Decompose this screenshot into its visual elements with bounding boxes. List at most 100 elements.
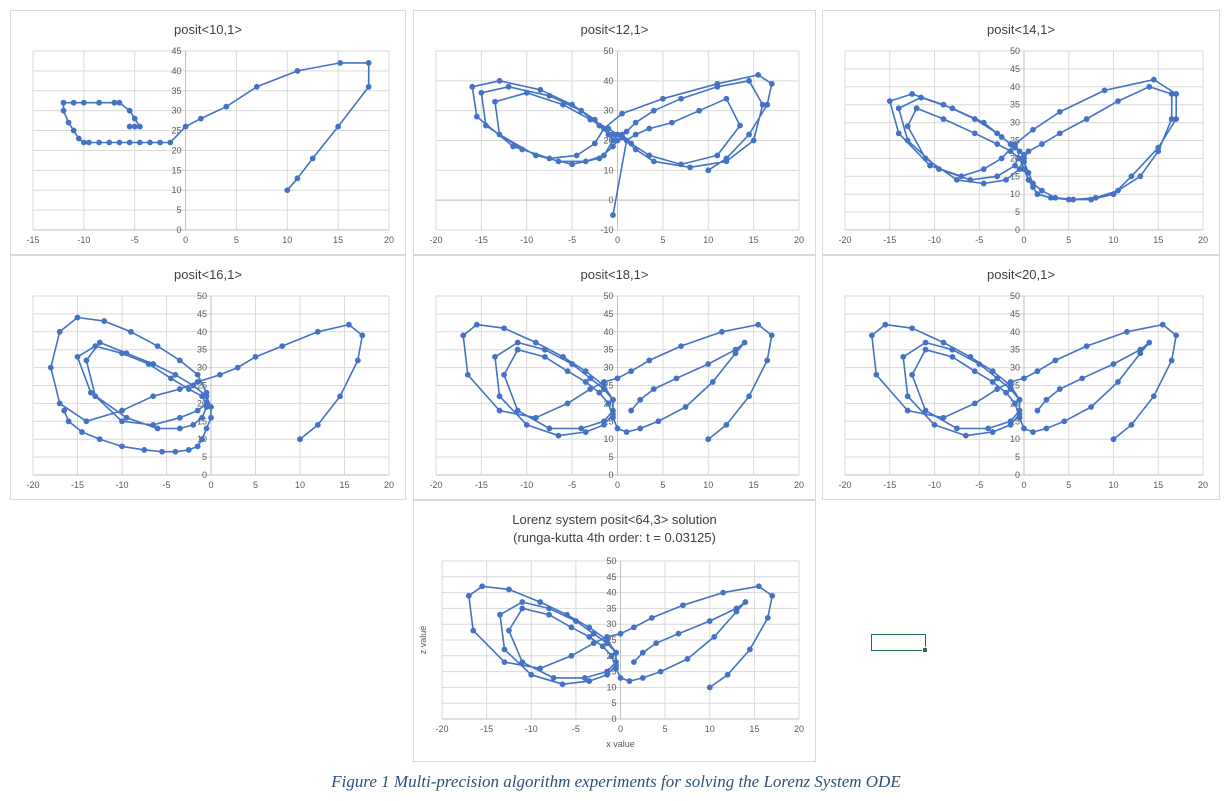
y-tick-label: 45 — [1010, 309, 1020, 319]
chart-posit-20-1[interactable]: posit<20,1>-20-15-10-5051015200510152025… — [822, 255, 1220, 500]
y-tick-label: 45 — [1010, 64, 1020, 74]
data-point — [532, 152, 539, 159]
data-point — [550, 675, 557, 681]
x-tick-label: -5 — [975, 235, 983, 245]
data-point — [610, 396, 616, 403]
data-point — [1025, 148, 1032, 155]
data-point — [96, 139, 103, 146]
data-point — [101, 318, 108, 324]
x-tick-label: 15 — [749, 724, 759, 734]
data-point — [569, 161, 576, 168]
x-tick-label: 20 — [1198, 235, 1208, 245]
data-point — [659, 95, 666, 102]
data-point — [711, 633, 718, 640]
data-point — [1159, 321, 1166, 328]
data-point — [718, 328, 725, 335]
selected-cell[interactable] — [871, 634, 928, 653]
data-point — [126, 123, 133, 130]
y-tick-label: 50 — [1010, 291, 1020, 301]
y-tick-label: 25 — [1010, 381, 1020, 391]
data-point — [294, 175, 301, 182]
data-point — [931, 421, 938, 428]
data-point — [199, 393, 206, 400]
y-tick-label: 25 — [603, 381, 613, 391]
data-point — [560, 101, 566, 108]
data-point — [496, 131, 503, 138]
chart-title: Lorenz system posit<64,3> solution — [512, 512, 717, 527]
y-tick-label: 5 — [611, 698, 616, 708]
data-point — [759, 101, 766, 108]
data-point — [465, 592, 472, 599]
data-point — [131, 115, 138, 122]
data-point — [637, 396, 644, 403]
y-tick-label: 30 — [1010, 118, 1020, 128]
data-point — [83, 418, 90, 425]
y-tick-label: 5 — [1015, 452, 1020, 462]
chart-posit-16-1[interactable]: posit<16,1>-20-15-10-5051015200510152025… — [10, 255, 406, 500]
x-tick-label: 20 — [1198, 480, 1208, 490]
y-tick-label: 40 — [603, 76, 613, 86]
x-tick-label: -15 — [883, 235, 896, 245]
chart-svg: posit<20,1>-20-15-10-5051015200510152025… — [838, 267, 1208, 490]
x-tick-label: -15 — [883, 480, 896, 490]
y-axis-title: z value — [418, 626, 428, 655]
data-point — [136, 123, 143, 130]
chart-svg: Lorenz system posit<64,3> solution (runga… — [418, 512, 804, 749]
data-point — [940, 339, 947, 346]
x-tick-label: -5 — [572, 724, 580, 734]
data-point — [569, 361, 576, 367]
x-tick-label: -5 — [131, 235, 139, 245]
data-point — [1124, 328, 1130, 335]
y-tick-label: 25 — [1010, 136, 1020, 146]
x-tick-label: -20 — [838, 480, 851, 490]
chart-posit-14-1[interactable]: posit<14,1> -20 -15 -10 -5 0 5 10 15 20 0 5 10 15 20 25… — [822, 10, 1220, 255]
data-point — [514, 346, 521, 353]
data-point — [92, 343, 99, 350]
data-point — [614, 425, 621, 432]
data-point — [564, 368, 571, 375]
data-point — [116, 99, 123, 106]
data-point — [75, 135, 82, 142]
data-point — [145, 361, 152, 367]
x-tick-label: 15 — [333, 235, 343, 245]
chart-posit-18-1[interactable]: posit<18,1>-20-15-10-5051015200510152025… — [413, 255, 816, 500]
data-point — [604, 640, 611, 647]
x-tick-label: -20 — [429, 480, 442, 490]
data-point — [868, 332, 875, 339]
chart-svg: posit<10,1> -15 -10 -5 0 5 10 15 20 0 5 10 15 20 25 30 3… — [26, 22, 394, 245]
data-point — [92, 393, 99, 400]
data-point — [755, 71, 762, 78]
x-tick-label: 0 — [183, 235, 188, 245]
data-point — [614, 375, 621, 382]
y-tick-label: 45 — [172, 46, 182, 56]
data-point — [208, 414, 214, 421]
chart-posit-10-1[interactable]: posit<10,1> -15 -10 -5 0 5 10 15 20 0 5 10 15 20 25 30 3… — [10, 10, 406, 255]
x-tick-label: -5 — [568, 480, 576, 490]
data-point — [657, 668, 664, 675]
data-point — [614, 137, 621, 144]
data-point — [1021, 375, 1027, 382]
data-point — [572, 618, 579, 624]
data-point — [47, 364, 54, 371]
data-point — [1012, 144, 1018, 151]
chart-lorenz-posit-64-3[interactable]: Lorenz system posit<64,3> solution (runga… — [413, 500, 816, 762]
data-point — [733, 605, 740, 612]
data-point — [732, 346, 739, 353]
data-point — [976, 361, 983, 367]
data-point — [1083, 116, 1090, 122]
data-point — [65, 119, 72, 126]
data-point — [501, 325, 507, 332]
y-tick-label: 0 — [1015, 470, 1020, 480]
data-point — [632, 119, 639, 126]
chart-posit-12-1[interactable]: posit<12,1> -20 -15 -10 -5 0 5 10 15 20 -10 0 10 20 30… — [413, 10, 816, 255]
data-point — [682, 404, 689, 410]
data-point — [1043, 396, 1050, 403]
y-tick-label: 15 — [1010, 171, 1020, 181]
data-point — [128, 328, 134, 335]
data-point — [223, 103, 230, 110]
data-point — [568, 624, 575, 631]
data-point — [182, 123, 189, 130]
data-point — [610, 212, 616, 218]
chart-title: posit<16,1> — [174, 267, 242, 282]
fill-handle[interactable] — [922, 647, 928, 653]
